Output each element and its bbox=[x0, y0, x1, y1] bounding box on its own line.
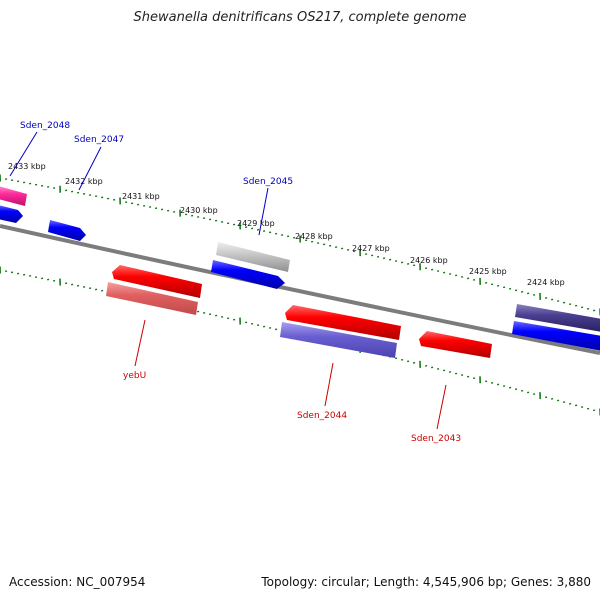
gene-feature-blue bbox=[512, 321, 600, 351]
scale-label: 2424 kbp bbox=[527, 278, 565, 287]
gene-feature-blue bbox=[0, 205, 23, 223]
page-title: Shewanella denitrificans OS217, complete… bbox=[133, 10, 467, 25]
gene-feature-magenta bbox=[0, 186, 27, 206]
gene-leader-line bbox=[324, 362, 334, 407]
accession-text: Accession: NC_007954 bbox=[9, 575, 146, 589]
gene-label-sden-2043: Sden_2043 bbox=[411, 434, 461, 444]
scale-label: 2425 kbp bbox=[469, 267, 507, 276]
scale-label: 2429 kbp bbox=[237, 219, 275, 228]
gene-leader-line bbox=[436, 384, 447, 430]
genome-summary-text: Topology: circular; Length: 4,545,906 bp… bbox=[261, 575, 591, 589]
gene-label-yebu: yebU bbox=[123, 371, 146, 381]
gene-label-sden-2044: Sden_2044 bbox=[297, 411, 347, 421]
gene-feature-gray bbox=[216, 242, 290, 272]
gene-leader-line bbox=[258, 187, 269, 236]
scale-label: 2433 kbp bbox=[8, 162, 46, 171]
gene-features bbox=[0, 186, 600, 358]
scale-label: 2427 kbp bbox=[352, 244, 390, 253]
scale-label: 2426 kbp bbox=[410, 256, 448, 265]
scale-label: 2430 kbp bbox=[180, 206, 218, 215]
scale-label: 2428 kbp bbox=[295, 232, 333, 241]
gene-labels-bottom: yebU Sden_2044 Sden_2043 bbox=[123, 319, 461, 444]
gene-feature-red bbox=[112, 265, 202, 298]
genome-backbone bbox=[0, 224, 600, 355]
gene-feature-salmon bbox=[106, 282, 198, 315]
gene-feature-blue bbox=[48, 220, 86, 241]
gene-label-sden-2047: Sden_2047 bbox=[74, 135, 124, 145]
gene-feature-red bbox=[285, 305, 401, 340]
scale-label: 2431 kbp bbox=[122, 192, 160, 201]
gene-leader-line bbox=[134, 319, 146, 367]
gene-label-sden-2045: Sden_2045 bbox=[243, 177, 293, 187]
gene-label-sden-2048: Sden_2048 bbox=[20, 121, 70, 131]
gene-leader-line bbox=[9, 131, 38, 177]
gene-feature-violet bbox=[280, 322, 397, 358]
gene-feature-navy bbox=[515, 304, 600, 332]
gene-feature-blue bbox=[211, 260, 285, 289]
gene-feature-red bbox=[419, 331, 492, 358]
scale-ticks-outer bbox=[0, 174, 600, 316]
gene-labels-top: Sden_2048 Sden_2047 Sden_2045 bbox=[9, 121, 293, 236]
gene-leader-line bbox=[78, 146, 102, 191]
